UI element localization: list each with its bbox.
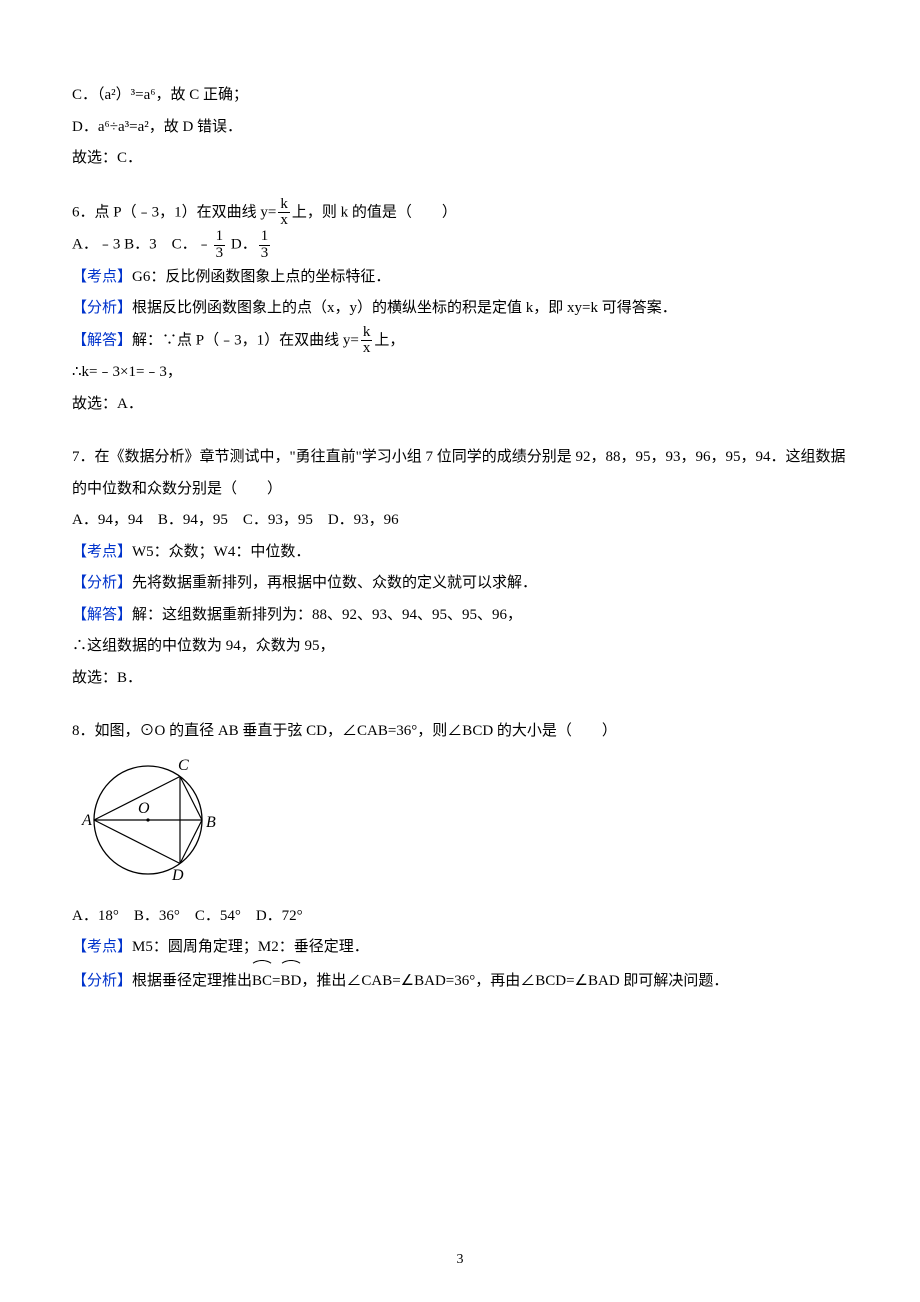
q8-options: A．18° B．36° C．54° D．72° [72, 901, 848, 933]
q8-diagram: A B C D O [72, 752, 848, 897]
kaodian-label: 【考点】 [72, 269, 132, 285]
q5-line-c: C．（a²）³=a⁶，故 C 正确； [72, 80, 848, 112]
q6-stem-a: 6．点 P（﹣3，1）在双曲线 y= [72, 204, 276, 220]
q8-fenxi: 【分析】根据垂径定理推出BC=BD，推出∠CAB=∠BAD=36°，再由∠BCD… [72, 964, 848, 998]
jieda-label: 【解答】 [72, 332, 132, 348]
q6-stem: 6．点 P（﹣3，1）在双曲线 y=kx上，则 k 的值是（ ） [72, 197, 848, 230]
label-A: A [81, 812, 92, 829]
fraction-k-over-x-2: kx [361, 325, 373, 358]
label-O: O [138, 800, 150, 817]
page-container: C．（a²）³=a⁶，故 C 正确； D．a⁶÷a³=a²，故 D 错误． 故选… [0, 0, 920, 1302]
q6-fenxi: 【分析】根据反比例函数图象上的点（x，y）的横纵坐标的积是定值 k，即 xy=k… [72, 293, 848, 325]
kaodian-label: 【考点】 [72, 544, 132, 560]
q6-opt-d-label: D． [227, 237, 257, 253]
q7-fenxi: 【分析】先将数据重新排列，再根据中位数、众数的定义就可以求解． [72, 568, 848, 600]
label-B: B [206, 814, 216, 831]
fraction-1-3-neg: 13 [214, 229, 226, 262]
q6-choose: 故选：A． [72, 389, 848, 421]
jieda-text-b: 上， [374, 332, 404, 348]
q7-calc: ∴这组数据的中位数为 94，众数为 95， [72, 631, 848, 663]
kaodian-text: W5：众数；W4：中位数． [132, 544, 310, 560]
q7-stem: 7．在《数据分析》章节测试中，"勇往直前"学习小组 7 位同学的成绩分别是 92… [72, 442, 848, 505]
spacer [72, 694, 848, 716]
q6-jieda: 【解答】解：∵点 P（﹣3，1）在双曲线 y=kx上， [72, 325, 848, 358]
fenxi-text: 先将数据重新排列，再根据中位数、众数的定义就可以求解． [132, 575, 537, 591]
fenxi-label: 【分析】 [72, 300, 132, 316]
spacer [72, 420, 848, 442]
label-D: D [171, 867, 184, 884]
jieda-text-a: 解：∵点 P（﹣3，1）在双曲线 y= [132, 332, 359, 348]
circle-diagram: A B C D O [72, 752, 230, 897]
fenxi-text: 根据反比例函数图象上的点（x，y）的横纵坐标的积是定值 k，即 xy=k 可得答… [132, 300, 677, 316]
q6-optc-neg: ﹣ [197, 237, 212, 253]
q7-jieda: 【解答】解：这组数据重新排列为：88、92、93、94、95、95、96， [72, 600, 848, 632]
label-C: C [178, 757, 189, 774]
spacer [72, 175, 848, 197]
fraction-1-3: 13 [259, 229, 271, 262]
fenxi-label: 【分析】 [72, 575, 132, 591]
jieda-label: 【解答】 [72, 607, 132, 623]
arc-bc: BC [252, 964, 272, 998]
page-number: 3 [0, 1245, 920, 1274]
q6-opt-a: A．﹣3 B．3 C． [72, 237, 197, 253]
q6-calc: ∴k=﹣3×1=﹣3， [72, 357, 848, 389]
fenxi-a: 根据垂径定理推出 [132, 973, 252, 989]
q8-stem: 8．如图，⊙O 的直径 AB 垂直于弦 CD，∠CAB=36°，则∠BCD 的大… [72, 716, 848, 748]
q6-stem-b: 上，则 k 的值是（ ） [292, 204, 457, 220]
kaodian-text: G6：反比例函数图象上点的坐标特征． [132, 269, 390, 285]
fenxi-label: 【分析】 [72, 973, 132, 989]
q5-line-d: D．a⁶÷a³=a²，故 D 错误． [72, 112, 848, 144]
q8-kaodian: 【考点】M5：圆周角定理；M2：垂径定理． [72, 932, 848, 964]
q7-options: A．94，94 B．94，95 C．93，95 D．93，96 [72, 505, 848, 537]
q5-choose: 故选：C． [72, 143, 848, 175]
jieda-text: 解：这组数据重新排列为：88、92、93、94、95、95、96， [132, 607, 522, 623]
kaodian-text: M5：圆周角定理；M2：垂径定理． [132, 939, 369, 955]
q6-kaodian: 【考点】G6：反比例函数图象上点的坐标特征． [72, 262, 848, 294]
q7-kaodian: 【考点】W5：众数；W4：中位数． [72, 537, 848, 569]
kaodian-label: 【考点】 [72, 939, 132, 955]
fraction-k-over-x: kx [278, 197, 290, 230]
eq-sign: = [272, 973, 280, 989]
fenxi-b: ，推出∠CAB=∠BAD=36°，再由∠BCD=∠BAD 即可解决问题． [301, 973, 728, 989]
arc-bd: BD [281, 964, 302, 998]
q7-choose: 故选：B． [72, 663, 848, 695]
q6-options: A．﹣3 B．3 C．﹣13 D．13 [72, 229, 848, 262]
